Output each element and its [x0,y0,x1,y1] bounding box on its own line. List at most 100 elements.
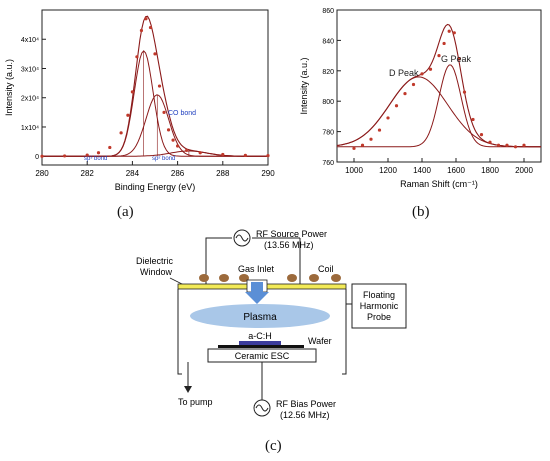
data-point [135,55,139,59]
y-tick-label: 3x10⁴ [21,66,39,73]
data-point [403,92,407,96]
plasma-region [190,304,330,328]
dielectric-label-2: Window [140,267,173,277]
data-point [386,116,390,120]
y-tick-label: 0 [35,154,39,161]
data-point [420,72,424,76]
wafer-label: Wafer [308,336,332,346]
fit-envelope-line [42,15,268,157]
data-point [513,145,518,149]
y-tick-label: 780 [322,130,334,137]
x-tick-label: 288 [216,169,230,178]
rf-source-label: RF Source Power [256,229,327,239]
plasma-label: Plasma [243,312,277,323]
reactor-diagram: RF Source Power (13.56 MHz) Dielectric W… [136,229,407,420]
annotation-label: D Peak [389,68,419,78]
gas-flow-arrow [245,282,269,304]
component-fit-line [42,50,268,157]
rf-source-wave [235,234,249,242]
data-point [162,110,166,114]
annotation-label: CO bond [168,110,196,117]
data-point [96,151,101,155]
rf-bias-frequency: (12.56 MHz) [280,410,330,420]
y-tick-label: 860 [322,8,334,15]
data-point [394,104,399,108]
xps-chart: 280 282 284 286 288 290 0 1x10⁴ 2x10⁴ 3x10⁴ 4x10⁴ B… [4,9,275,192]
dielectric-label: Dielectric [136,256,174,266]
data-point [442,41,446,46]
data-point [176,144,180,148]
data-point [505,143,509,147]
y-tick-label: 4x10⁴ [21,37,39,44]
probe-label: Floating [363,290,395,300]
wafer [218,345,304,348]
y-tick-label: 760 [322,160,334,167]
data-point [198,151,202,155]
component-fit-line [336,76,541,148]
data-point [40,154,44,158]
esc-label: Ceramic ESC [235,351,290,361]
annotation-label: sp³ bond [84,156,107,162]
rf-bias-wave [255,404,269,412]
y-axis-label: Intensity (a.u.) [299,57,309,114]
rf-source-wire [205,237,232,288]
x-axis-label: Raman Shift (cm⁻¹) [400,179,478,189]
data-point [153,52,157,56]
sample-film [239,341,281,345]
data-point [108,145,112,150]
data-point [411,82,416,87]
rf-bias-label: RF Bias Power [276,399,336,409]
data-point [148,25,153,30]
x-tick-label: 282 [81,169,95,178]
sample-label: a-C:H [248,331,272,341]
data-point [266,154,270,158]
pump-label: To pump [178,397,213,407]
data-point [522,143,526,147]
x-tick-label: 2000 [515,166,533,175]
data-point [352,146,356,150]
annotation-label: sp² bond [152,156,175,162]
data-point [243,153,247,157]
data-point [452,31,456,35]
data-point [462,90,467,94]
x-tick-label: 280 [35,169,49,178]
data-point [479,133,484,137]
x-tick-label: 1800 [481,166,499,175]
plot-frame [336,9,542,163]
x-tick-label: 1400 [413,166,431,175]
data-point [126,113,130,117]
data-point [144,17,148,21]
y-tick-label: 1x10⁴ [21,125,39,132]
y-tick-label: 2x10⁴ [21,96,39,103]
x-tick-label: 284 [126,169,140,178]
pump-arrowhead [184,386,192,393]
caption-a: (a) [117,204,134,220]
data-point [360,143,365,147]
y-tick-label: 800 [322,99,334,106]
data-point [428,67,433,71]
y-tick-label: 840 [322,38,334,45]
data-point [171,138,175,142]
plot-frame [41,9,269,166]
data-point [437,54,441,58]
data-point [119,131,123,135]
x-tick-label: 290 [261,169,275,178]
caption-c: (c) [265,438,282,454]
rf-source-frequency: (13.56 MHz) [264,240,314,250]
y-tick-label: 820 [322,69,334,76]
data-point [457,57,461,61]
gas-inlet-label: Gas Inlet [238,264,275,274]
data-point [139,28,144,33]
probe-label-2: Harmonic [360,301,399,311]
y-axis-label: Intensity (a.u.) [4,59,14,116]
x-tick-label: 286 [171,169,185,178]
coil-elements [199,274,341,282]
data-point [85,153,89,157]
coil-label: Coil [318,264,334,274]
data-point [63,154,67,158]
chamber-wall [177,289,182,375]
caption-b: (b) [412,204,430,220]
data-point [166,128,171,132]
fit-envelope-line [336,23,541,148]
x-tick-label: 1600 [447,166,465,175]
